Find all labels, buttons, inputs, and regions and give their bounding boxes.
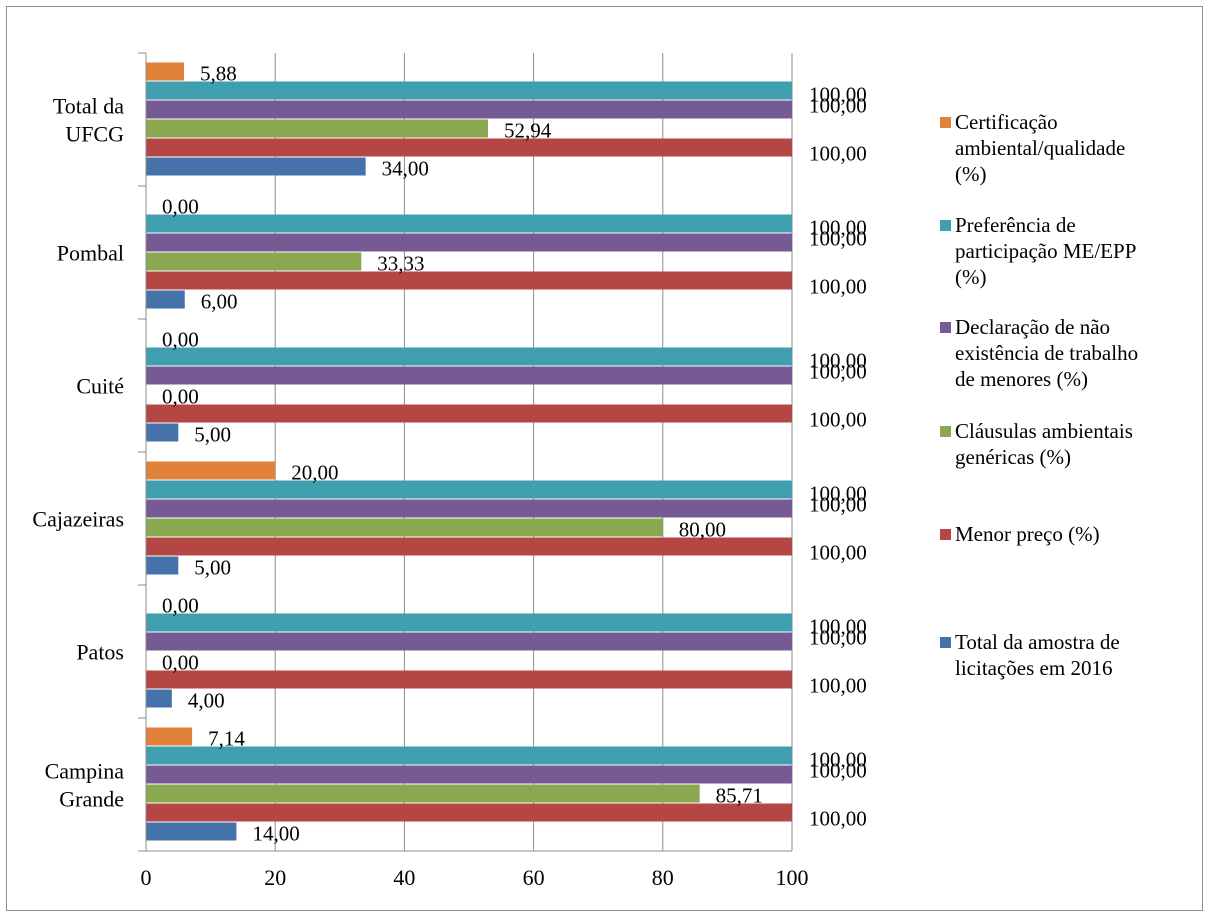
legend-swatch — [940, 529, 951, 540]
data-label: 100,00 — [809, 493, 867, 517]
bar — [146, 252, 362, 271]
data-label: 100,00 — [809, 408, 867, 432]
bar — [146, 556, 179, 575]
legend-label: Menor preço (%) — [955, 522, 1100, 546]
data-label: 5,00 — [194, 423, 231, 447]
legend-label: Cláusulas ambientais genéricas (%) — [955, 419, 1133, 469]
x-tick-label: 20 — [264, 865, 286, 890]
data-label: 100,00 — [809, 216, 867, 240]
data-label: 20,00 — [291, 461, 338, 485]
bar — [146, 537, 792, 556]
data-label: 0,00 — [162, 385, 199, 409]
bar — [146, 632, 792, 651]
data-label: 5,88 — [200, 62, 237, 86]
data-label: 34,00 — [382, 157, 429, 181]
bar — [146, 347, 792, 366]
axes: 0 20 40 60 80 100 Total da UFCG Pombal Cuité Cajaz… — [32, 52, 809, 890]
bar — [146, 803, 792, 822]
bar — [146, 784, 700, 803]
bar — [146, 480, 792, 499]
data-label: 14,00 — [252, 822, 299, 846]
data-labels: 5,88100,00100,0052,94100,0034,000,00100,… — [162, 62, 867, 846]
data-label: 100,00 — [809, 83, 867, 107]
data-label: 100,00 — [809, 482, 867, 506]
data-label: 85,71 — [716, 784, 763, 808]
data-label: 33,33 — [377, 252, 424, 276]
data-label: 0,00 — [162, 594, 199, 618]
data-label: 100,00 — [809, 674, 867, 698]
category-label: Cajazeiras — [32, 507, 124, 532]
data-label: 0,00 — [162, 651, 199, 675]
bar — [146, 119, 488, 138]
bar — [146, 100, 792, 119]
bar — [146, 461, 276, 480]
bar — [146, 62, 184, 81]
x-tick-label: 40 — [393, 865, 415, 890]
x-tick-label: 80 — [652, 865, 674, 890]
data-label: 100,00 — [809, 626, 867, 650]
legend: Certificação ambiental/qualidade (%) Prefer… — [940, 110, 1138, 680]
bar — [146, 423, 179, 442]
data-label: 100,00 — [809, 94, 867, 118]
bar — [146, 214, 792, 233]
legend-label: Total da amostra de licitações em 2016 — [955, 630, 1120, 680]
data-label: 4,00 — [188, 689, 225, 713]
category-label: Total da UFCG — [53, 94, 124, 147]
bar — [146, 765, 792, 784]
bars — [146, 62, 792, 841]
data-label: 5,00 — [194, 556, 231, 580]
bar — [146, 81, 792, 100]
data-label: 100,00 — [809, 541, 867, 565]
gridlines — [274, 53, 793, 851]
x-tick-label: 100 — [776, 865, 809, 890]
bar — [146, 746, 792, 765]
data-label: 100,00 — [809, 142, 867, 166]
legend-swatch — [940, 322, 951, 333]
data-label: 100,00 — [809, 275, 867, 299]
category-label: Patos — [76, 640, 124, 665]
legend-label: Certificação ambiental/qualidade (%) — [955, 110, 1125, 186]
data-label: 80,00 — [679, 518, 726, 542]
bar — [146, 233, 792, 252]
bar — [146, 670, 792, 689]
bar — [146, 689, 172, 708]
bar — [146, 366, 792, 385]
data-label: 6,00 — [201, 290, 238, 314]
legend-swatch — [940, 637, 951, 648]
bar — [146, 613, 792, 632]
data-label: 7,14 — [208, 727, 245, 751]
bar — [146, 157, 366, 176]
data-label: 0,00 — [162, 328, 199, 352]
x-tick-label: 60 — [523, 865, 545, 890]
category-label: Campina Grande — [45, 759, 125, 812]
legend-label: Preferência de participação ME/EPP (%) — [955, 213, 1136, 289]
data-label: 0,00 — [162, 195, 199, 219]
bar — [146, 138, 792, 157]
bar — [146, 499, 792, 518]
category-label: Pombal — [57, 241, 124, 266]
legend-swatch — [940, 117, 951, 128]
bar — [146, 290, 185, 309]
bar — [146, 404, 792, 423]
bar — [146, 727, 193, 746]
data-label: 100,00 — [809, 807, 867, 831]
bar — [146, 271, 792, 290]
legend-swatch — [940, 220, 951, 231]
data-label: 100,00 — [809, 360, 867, 384]
legend-swatch — [940, 426, 951, 437]
data-label: 100,00 — [809, 349, 867, 373]
data-label: 100,00 — [809, 748, 867, 772]
bar — [146, 518, 663, 537]
category-label: Cuité — [76, 374, 124, 399]
data-label: 100,00 — [809, 227, 867, 251]
data-label: 100,00 — [809, 759, 867, 783]
data-label: 52,94 — [504, 119, 552, 143]
legend-label: Declaração de não existência de trabalho d… — [955, 315, 1138, 391]
bar — [146, 822, 237, 841]
data-label: 100,00 — [809, 615, 867, 639]
x-tick-label: 0 — [141, 865, 152, 890]
